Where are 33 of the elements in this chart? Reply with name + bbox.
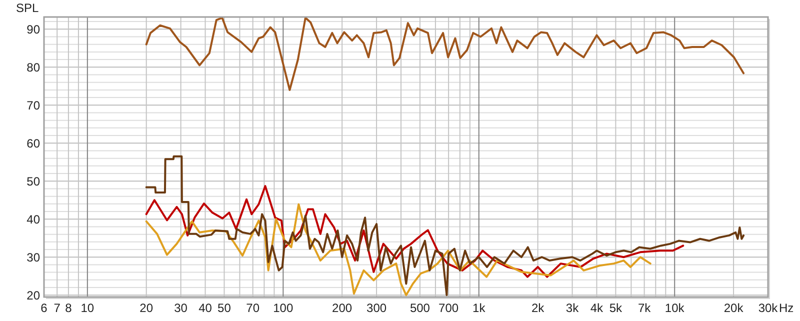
x-tick-label: 20k bbox=[724, 301, 744, 315]
y-tick-label: 20 bbox=[26, 288, 40, 302]
x-tick-label: 50 bbox=[218, 301, 232, 315]
x-tick-label: 6 bbox=[40, 301, 48, 315]
x-tick-label: 20 bbox=[140, 301, 154, 315]
x-tick-label: 4k bbox=[590, 301, 604, 315]
x-tick-label: 1k bbox=[472, 301, 486, 315]
y-tick-label: 70 bbox=[26, 98, 40, 112]
y-tick-label: 50 bbox=[26, 174, 40, 188]
x-tick-label: 5k bbox=[609, 301, 624, 315]
x-tick-label: 70 bbox=[246, 301, 260, 315]
y-tick-label: 90 bbox=[26, 22, 40, 36]
x-tick-label: 500 bbox=[410, 301, 430, 315]
y-tick-label: 40 bbox=[26, 212, 40, 226]
x-tick-label: 3k bbox=[566, 301, 580, 315]
x-tick-label: 300 bbox=[366, 301, 387, 315]
x-tick-label: 7 bbox=[54, 301, 61, 315]
y-tick-label: 80 bbox=[26, 60, 40, 74]
y-tick-label: 60 bbox=[26, 136, 40, 150]
x-tick-label: 700 bbox=[438, 301, 459, 315]
x-tick-label: 30k bbox=[758, 301, 779, 315]
x-tick-label: 7k bbox=[638, 301, 652, 315]
y-axis-title: SPL bbox=[16, 1, 40, 15]
x-tick-label: 100 bbox=[273, 301, 294, 315]
x-tick-label: 200 bbox=[332, 301, 352, 315]
x-tick-label: 10k bbox=[664, 301, 686, 315]
x-tick-label: 40 bbox=[198, 301, 212, 315]
x-axis-title: Hz bbox=[779, 301, 794, 315]
x-tick-label: 2k bbox=[531, 301, 546, 315]
x-tick-label: 30 bbox=[174, 301, 188, 315]
y-tick-label: 30 bbox=[26, 250, 40, 264]
x-tick-label: 10 bbox=[80, 301, 94, 315]
x-tick-label: 8 bbox=[65, 301, 72, 315]
